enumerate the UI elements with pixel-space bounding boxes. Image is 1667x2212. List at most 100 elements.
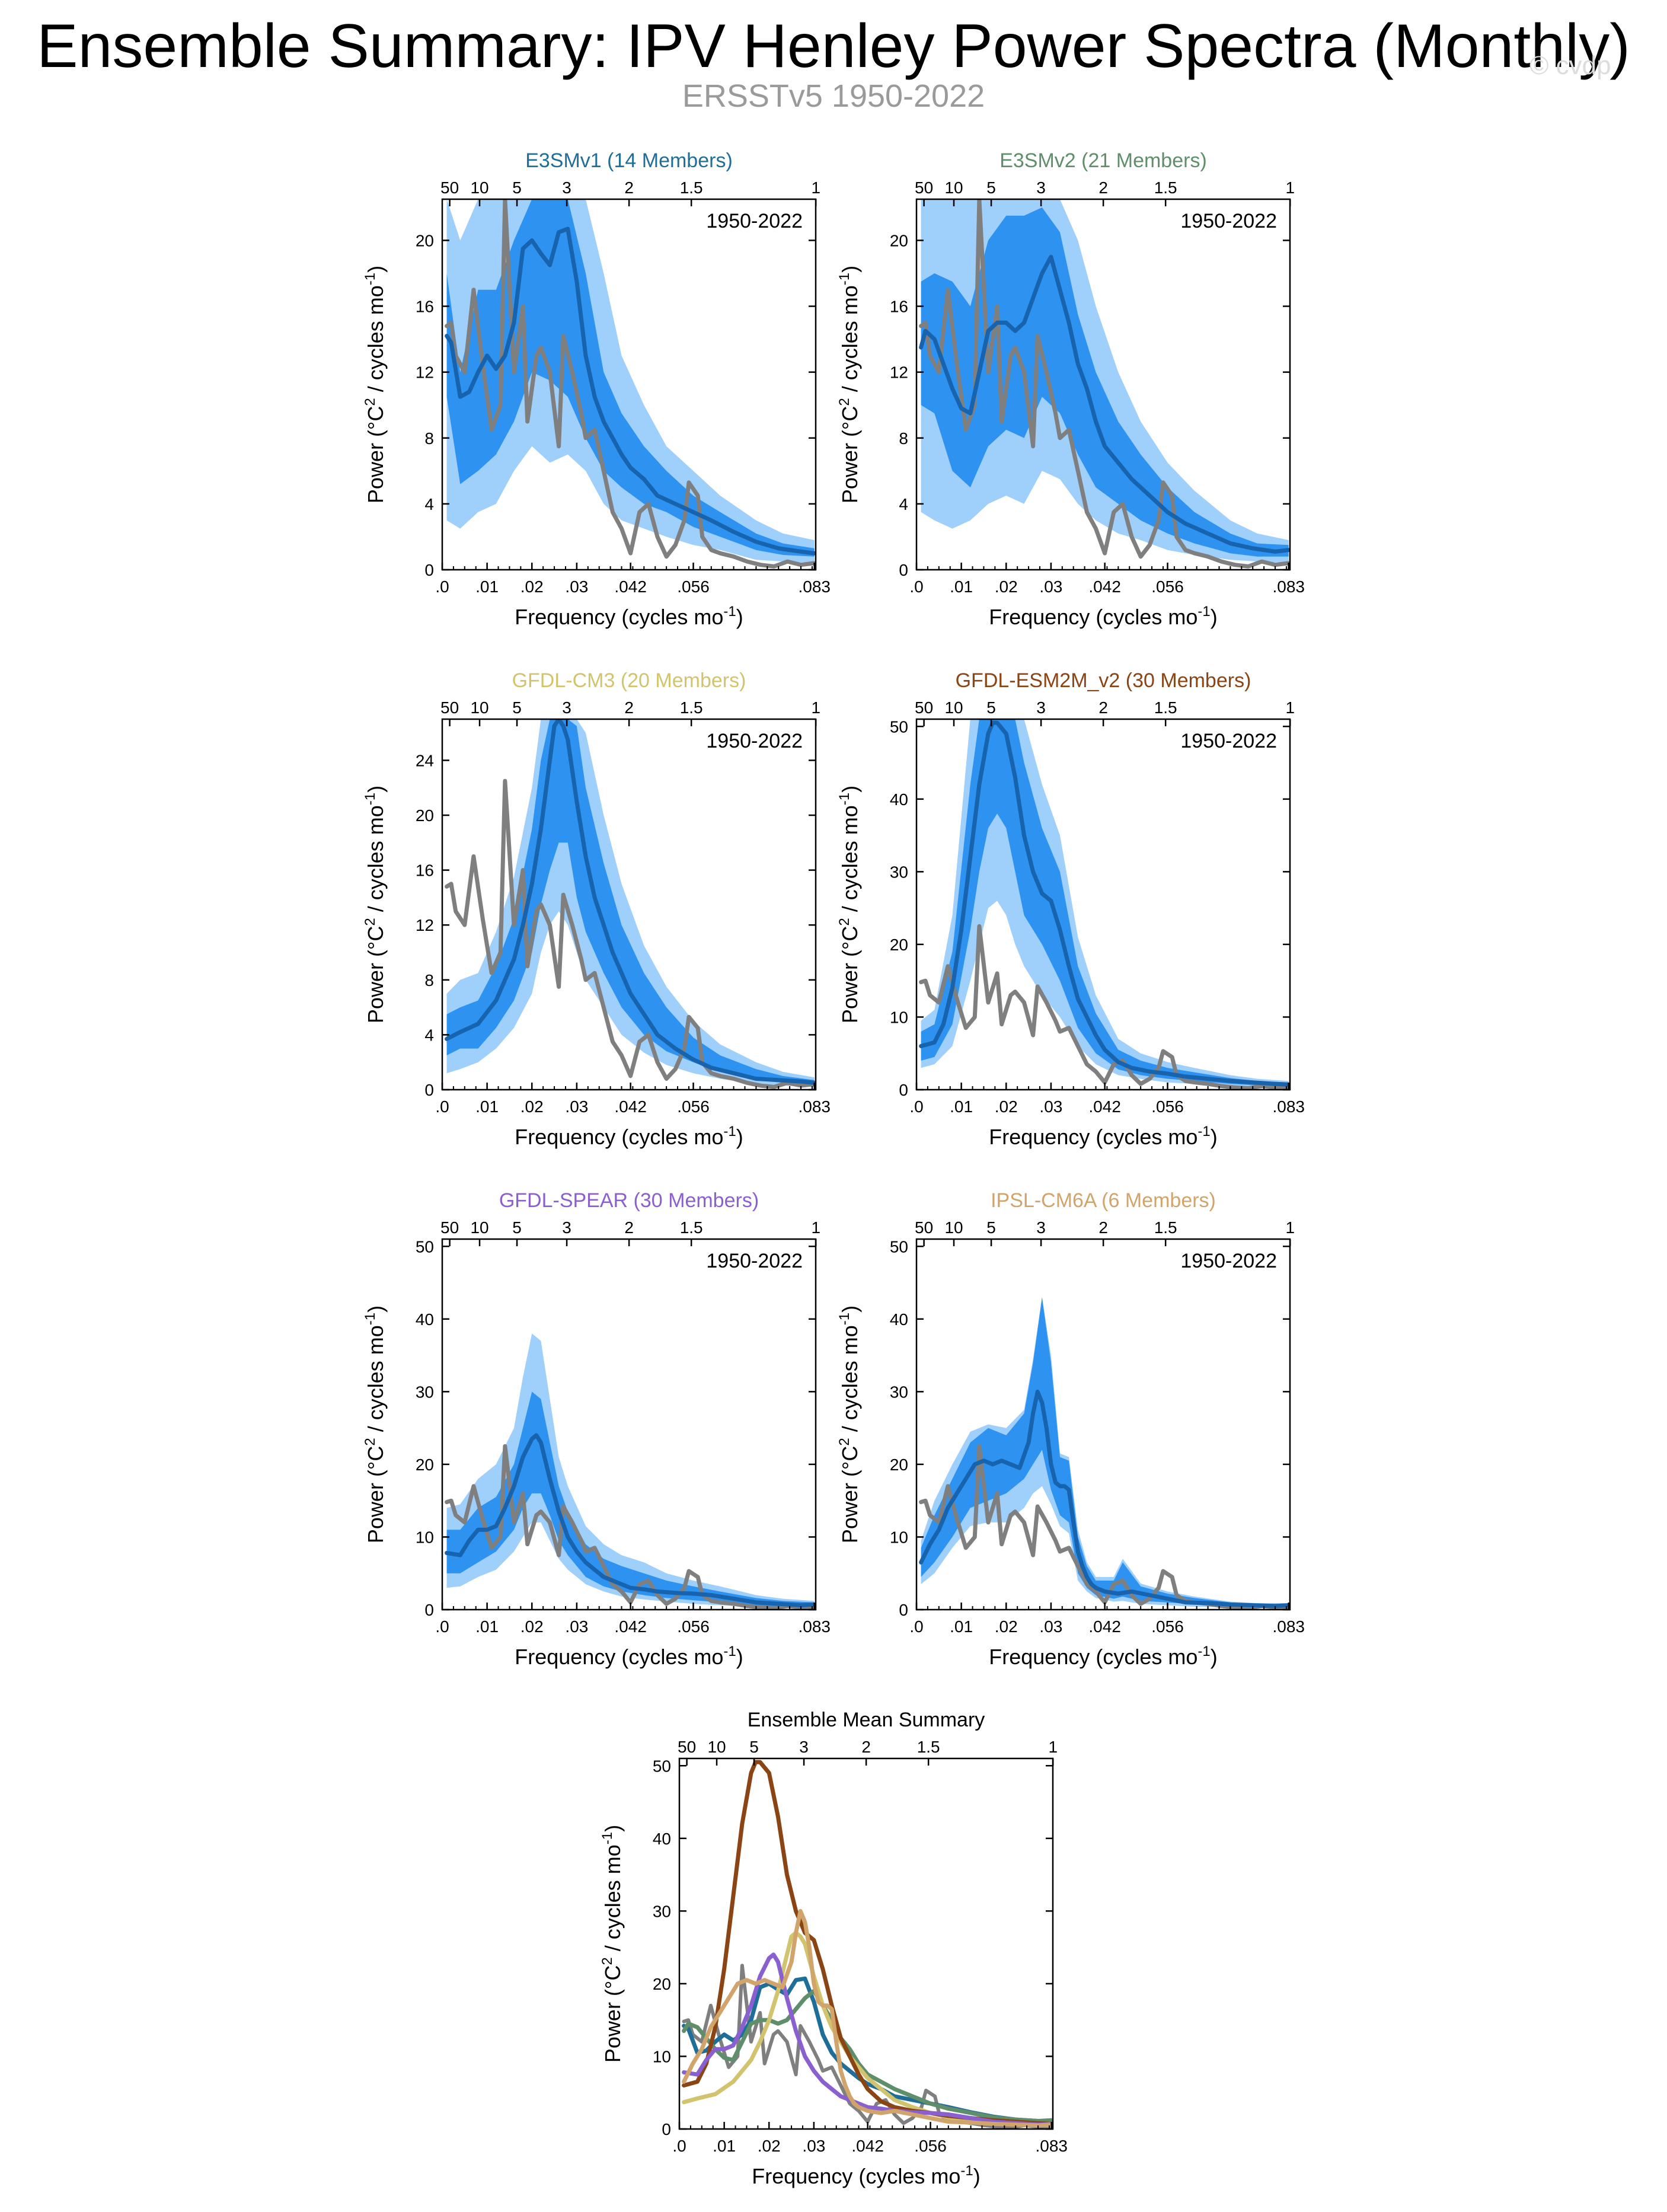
y-tick-label: 12 (416, 363, 434, 382)
x-axis-label: Frequency (cycles mo-1) (515, 1643, 743, 1669)
top-tick-label: 3 (562, 1218, 571, 1237)
panel-title: GFDL-ESM2M_v2 (30 Members) (956, 669, 1251, 692)
top-tick-label: 1 (811, 698, 820, 717)
x-tick-label: .0 (435, 1097, 449, 1116)
top-tick-label: 1 (1285, 1218, 1295, 1237)
x-tick-label: .056 (1151, 577, 1184, 596)
top-tick-label: 5 (986, 178, 996, 197)
period-label: 1950-2022 (1180, 730, 1277, 752)
x-axis-label: Frequency (cycles mo-1) (989, 1123, 1217, 1149)
top-tick-label: 3 (799, 1738, 809, 1756)
plot-area (919, 719, 1290, 1090)
y-axis-label: Power (°C2 / cycles mo-1) (362, 786, 388, 1023)
top-tick-label: 1 (811, 178, 820, 197)
y-tick-label: 40 (416, 1310, 434, 1329)
y-tick-label: 0 (424, 561, 434, 579)
y-tick-label: 20 (890, 1455, 908, 1474)
x-tick-label: .01 (950, 577, 973, 596)
panel-title: E3SMv2 (21 Members) (999, 149, 1207, 172)
x-tick-label: .056 (1151, 1097, 1184, 1116)
panel-title: Ensemble Mean Summary (748, 1709, 985, 1731)
x-tick-label: .056 (677, 577, 710, 596)
y-tick-label: 20 (890, 936, 908, 954)
x-tick-label: .056 (677, 1617, 710, 1636)
figure-title: Ensemble Summary: IPV Henley Power Spect… (37, 12, 1630, 81)
top-tick-label: 1.5 (680, 1218, 703, 1237)
top-tick-label: 3 (1036, 1218, 1046, 1237)
observed-spectrum-line (445, 1444, 816, 1610)
x-tick-label: .01 (950, 1617, 973, 1636)
top-tick-label: 1.5 (1154, 698, 1177, 717)
x-tick-label: .0 (435, 1617, 449, 1636)
x-tick-label: .02 (758, 2137, 781, 2155)
x-tick-label: .083 (798, 1617, 831, 1636)
model-mean-line-6 (682, 1908, 1053, 2128)
x-tick-label: .01 (475, 577, 499, 596)
y-axis-label: Power (°C2 / cycles mo-1) (836, 1306, 862, 1543)
y-tick-label: 0 (424, 1601, 434, 1619)
x-tick-label: .0 (909, 577, 923, 596)
model-mean-line-4 (682, 1760, 1053, 2126)
x-tick-label: .056 (914, 2137, 947, 2155)
x-axis-label: Frequency (cycles mo-1) (989, 1643, 1217, 1669)
top-tick-label: 10 (470, 178, 488, 197)
y-tick-label: 8 (424, 429, 434, 448)
x-tick-label: .01 (475, 1617, 499, 1636)
top-tick-label: 2 (1098, 178, 1108, 197)
y-tick-label: 50 (890, 717, 908, 736)
y-axis-label: Power (°C2 / cycles mo-1) (836, 266, 862, 503)
top-tick-label: 5 (512, 178, 522, 197)
observed-spectrum-line (919, 924, 1290, 1090)
y-tick-label: 20 (416, 806, 434, 825)
y-tick-label: 8 (424, 971, 434, 990)
x-tick-label: .083 (1272, 577, 1305, 596)
y-tick-label: 8 (899, 429, 908, 448)
top-tick-label: 10 (470, 698, 488, 717)
top-tick-label: 1.5 (1154, 1218, 1177, 1237)
y-tick-label: 10 (416, 1528, 434, 1546)
x-tick-label: .03 (802, 2137, 825, 2155)
top-tick-label: 1.5 (1154, 178, 1177, 197)
observed-spectrum-line (445, 778, 816, 1089)
inner-spread-band (921, 207, 1289, 557)
x-axis-label: Frequency (cycles mo-1) (989, 604, 1217, 629)
x-axis-label: Frequency (cycles mo-1) (752, 2163, 980, 2188)
top-tick-label: 3 (562, 178, 571, 197)
top-tick-label: 10 (944, 1218, 963, 1237)
ensemble-mean-line (445, 719, 816, 1085)
plot-area (682, 1760, 1053, 2129)
period-label: 1950-2022 (706, 730, 803, 752)
top-tick-label: 50 (915, 1218, 933, 1237)
x-tick-label: .056 (677, 1097, 710, 1116)
y-tick-label: 40 (890, 790, 908, 809)
y-tick-label: 0 (899, 1081, 908, 1099)
ensemble-mean-line (919, 254, 1290, 554)
x-tick-label: .03 (1039, 577, 1062, 596)
period-label: 1950-2022 (706, 210, 803, 232)
x-tick-label: .01 (475, 1097, 499, 1116)
top-tick-label: 3 (1036, 698, 1046, 717)
observed-spectrum-line (445, 199, 816, 569)
y-tick-label: 30 (653, 1902, 671, 1920)
x-tick-label: .042 (1088, 1097, 1121, 1116)
top-tick-label: 5 (512, 1218, 522, 1237)
x-tick-label: .083 (798, 577, 831, 596)
y-tick-label: 12 (890, 363, 908, 382)
top-tick-label: 2 (624, 1218, 634, 1237)
x-tick-label: .056 (1151, 1617, 1184, 1636)
x-tick-label: .01 (950, 1097, 973, 1116)
x-tick-label: .02 (995, 577, 1018, 596)
top-tick-label: 50 (678, 1738, 696, 1756)
x-tick-label: .0 (672, 2137, 686, 2155)
top-tick-label: 50 (440, 178, 459, 197)
plot-area (919, 1297, 1290, 1610)
panel-title: GFDL-CM3 (20 Members) (512, 669, 746, 692)
figure-subtitle: ERSSTv5 1950-2022 (682, 78, 985, 114)
x-tick-label: .083 (1272, 1097, 1305, 1116)
y-tick-label: 0 (662, 2120, 671, 2138)
y-tick-label: 40 (890, 1310, 908, 1329)
ensemble-mean-line (445, 226, 816, 556)
